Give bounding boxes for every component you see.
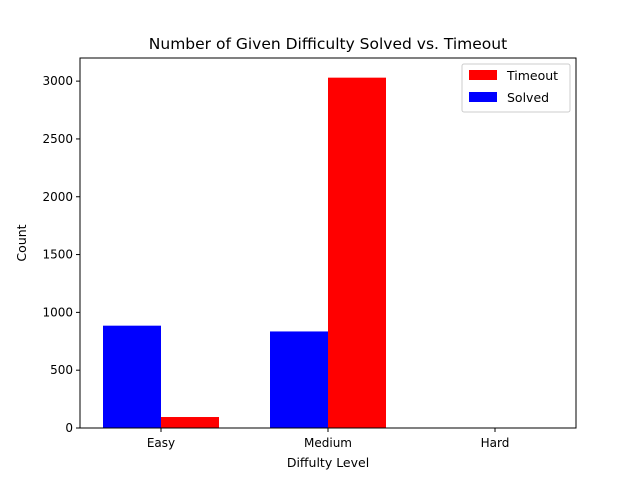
- y-tick-label: 500: [50, 363, 73, 377]
- x-axis: Easy Medium Hard: [147, 428, 510, 450]
- x-tick-label: Easy: [147, 436, 175, 450]
- legend: Timeout Solved: [461, 63, 571, 113]
- bar-timeout-medium: [328, 77, 386, 428]
- legend-swatch-timeout: [469, 70, 497, 80]
- y-tick-label: 2000: [42, 190, 73, 204]
- legend-swatch-solved: [469, 92, 497, 102]
- y-tick-label: 2500: [42, 132, 73, 146]
- bar-solved-medium: [270, 331, 328, 428]
- x-axis-label: Diffulty Level: [287, 455, 369, 470]
- x-tick-label: Hard: [481, 436, 510, 450]
- y-tick-label: 3000: [42, 74, 73, 88]
- y-tick-label: 0: [65, 421, 73, 435]
- bar-solved-easy: [103, 325, 161, 428]
- bars-group: [103, 77, 386, 428]
- y-tick-label: 1500: [42, 248, 73, 262]
- chart-title: Number of Given Difficulty Solved vs. Ti…: [149, 35, 507, 53]
- legend-label-solved: Solved: [507, 90, 549, 105]
- y-axis-label: Count: [14, 224, 29, 261]
- y-axis: 0 500 1000 1500 2000 2500 3000: [42, 74, 80, 435]
- legend-label-timeout: Timeout: [506, 68, 558, 83]
- x-tick-label: Medium: [304, 436, 352, 450]
- y-tick-label: 1000: [42, 305, 73, 319]
- bar-timeout-easy: [161, 417, 219, 428]
